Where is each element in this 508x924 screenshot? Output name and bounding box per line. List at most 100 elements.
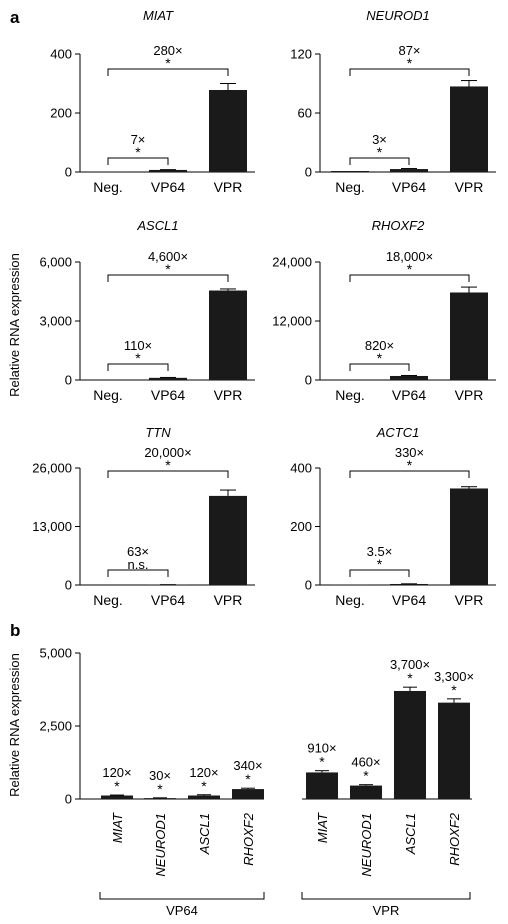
fold-change-label: 110× [124,338,152,353]
bar-neurod1 [350,785,382,799]
y-tick-label: 3,000 [39,314,72,329]
y-tick-label: 12,000 [272,314,312,329]
fold-change-label: 280× [153,43,182,58]
significance-bracket [349,569,410,577]
bar-vpr [209,89,247,172]
group-label: VPR [373,903,400,918]
y-axis-label-a: Relative RNA expression [7,253,22,397]
bar-vp64 [390,375,428,380]
fold-change-label: 20,000× [144,445,191,460]
significance-bracket [349,363,410,371]
x-tick-label: VP64 [151,592,185,608]
chart-title: NEUROD1 [366,8,430,23]
significance-label: * [135,350,141,366]
bar-neg [331,171,369,172]
significance-label: * [165,457,171,473]
x-tick-label: VP64 [392,179,426,195]
bar-vpr [450,292,488,380]
x-tick-label: Neg. [93,387,123,403]
x-tick-label: Neg. [335,179,365,195]
fold-change-label: 330× [395,445,424,460]
y-tick-label: 400 [50,47,72,62]
y-tick-label: 0 [305,165,312,180]
y-tick-label: 0 [65,792,72,807]
chart-ttn: TTN 0 13,000 26,000 Neg. VP64 VPR 63×n.s. 20,000… [32,425,255,608]
x-tick-label: VP64 [392,592,426,608]
fold-change-label: 4,600× [148,249,188,264]
fold-change-label: 18,000× [386,249,433,264]
x-tick-label: NEUROD1 [359,813,374,877]
significance-bracket [107,68,229,76]
bar-vp64 [149,377,187,380]
y-tick-label: 0 [65,373,72,388]
bar-vpr [450,86,488,172]
y-tick-label: 6,000 [39,255,72,270]
y-tick-label: 0 [305,373,312,388]
bar-rhoxf2 [232,789,264,799]
x-tick-label: VPR [214,179,243,195]
bar-miat [306,772,338,799]
significance-bracket [107,569,169,577]
significance-label: * [407,457,413,473]
fold-change-label: 3.5× [367,544,393,559]
significance-label: * [201,778,207,794]
x-tick-label: ASCL1 [197,813,212,855]
bar-vpr [209,495,247,585]
panel-label-a: a [10,8,20,27]
significance-label: * [451,682,457,698]
fold-change-label: 63× [127,544,149,559]
y-tick-label: 200 [290,519,312,534]
fold-change-label: 820× [365,338,394,353]
fold-change-label: 30× [149,768,171,783]
y-tick-label: 2,500 [39,719,72,734]
x-tick-label: Neg. [335,592,365,608]
significance-label: * [377,556,383,572]
significance-label: * [377,350,383,366]
significance-label: * [407,670,413,686]
significance-bracket [107,157,169,165]
significance-label: * [245,771,251,787]
significance-bracket [349,68,470,76]
significance-label: * [114,778,120,794]
chart-title: RHOXF2 [372,218,426,233]
x-tick-label: Neg. [335,387,365,403]
bar-vpr [209,290,247,380]
significance-label: * [165,55,171,71]
x-tick-label: VPR [214,592,243,608]
significance-label: * [377,144,383,160]
y-tick-label: 24,000 [272,255,312,270]
significance-bracket [349,157,410,165]
x-tick-label: VPR [455,387,484,403]
significance-bracket [107,470,229,478]
significance-label: * [407,261,413,277]
bar-vp64 [149,169,187,172]
y-tick-label: 200 [50,106,72,121]
chart-title: TTN [145,425,171,440]
x-tick-label: MIAT [110,812,125,843]
bar-neurod1 [144,798,176,799]
y-tick-label: 0 [65,165,72,180]
fold-change-label: 87× [398,43,420,58]
fold-change-label: 120× [189,765,218,780]
x-tick-label: VPR [455,179,484,195]
fold-change-label: 910× [307,741,336,756]
chart-title: ACTC1 [376,425,420,440]
group-bracket-vpr [301,892,471,900]
fold-change-label: 460× [351,755,380,770]
x-tick-label: NEUROD1 [153,813,168,877]
x-tick-label: Neg. [93,592,123,608]
fold-change-label: 3× [372,132,387,147]
panel-label-b: b [10,621,20,640]
significance-bracket [349,274,470,282]
chart-title: ASCL1 [136,218,178,233]
y-axis-label-b: Relative RNA expression [7,653,22,797]
group-label: VP64 [166,903,198,918]
significance-label: * [363,768,369,784]
significance-label: * [157,781,163,797]
y-tick-label: 13,000 [32,519,72,534]
significance-label: * [407,55,413,71]
